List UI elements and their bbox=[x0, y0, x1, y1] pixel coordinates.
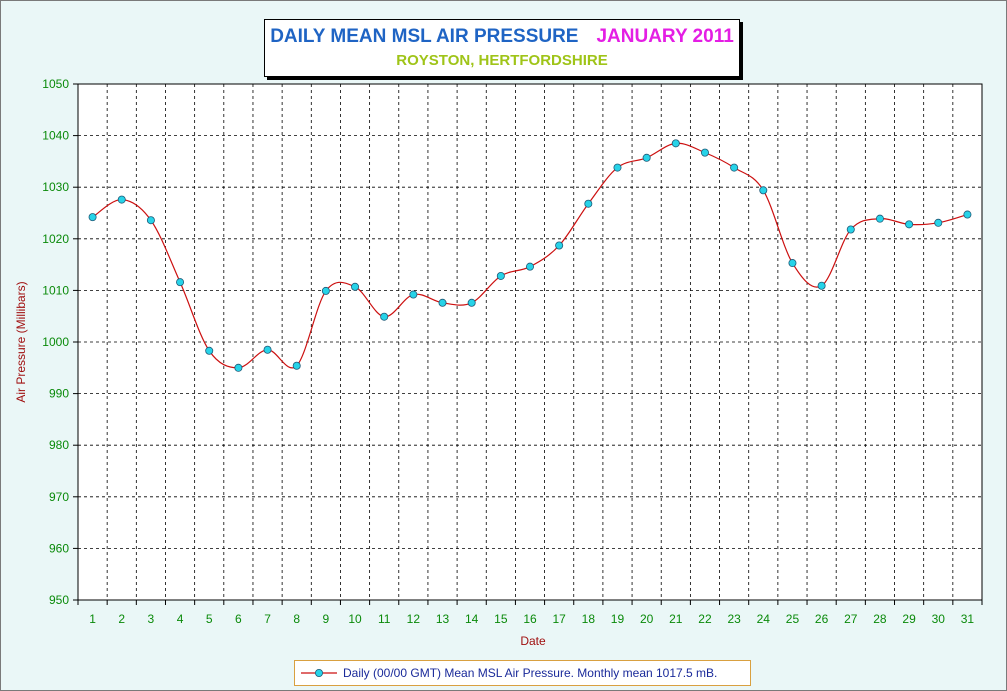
data-point bbox=[496, 271, 505, 280]
y-tick-label: 1000 bbox=[42, 335, 69, 349]
x-tick-label: 28 bbox=[873, 612, 887, 626]
data-point bbox=[292, 361, 301, 370]
data-point bbox=[380, 312, 389, 321]
data-point bbox=[467, 298, 476, 307]
x-tick-label: 16 bbox=[523, 612, 537, 626]
x-tick-label: 30 bbox=[932, 612, 946, 626]
data-point bbox=[584, 199, 593, 208]
data-point bbox=[671, 139, 680, 148]
x-tick-label: 13 bbox=[436, 612, 450, 626]
x-tick-label: 18 bbox=[582, 612, 596, 626]
axes: 9509609709809901000101010201030104010501… bbox=[42, 77, 983, 626]
x-tick-label: 6 bbox=[235, 612, 242, 626]
data-point bbox=[409, 290, 418, 299]
data-point bbox=[555, 241, 564, 250]
x-tick-label: 5 bbox=[206, 612, 213, 626]
y-axis-label: Air Pressure (Millibars) bbox=[14, 281, 28, 402]
x-tick-label: 24 bbox=[757, 612, 771, 626]
data-point bbox=[963, 210, 972, 219]
x-tick-label: 29 bbox=[902, 612, 916, 626]
data-point bbox=[846, 225, 855, 234]
x-tick-label: 31 bbox=[961, 612, 975, 626]
data-point bbox=[321, 286, 330, 295]
y-tick-label: 1030 bbox=[42, 180, 69, 194]
data-point bbox=[759, 186, 768, 195]
legend-entry-label: Daily (00/00 GMT) Mean MSL Air Pressure.… bbox=[343, 666, 718, 680]
x-tick-label: 11 bbox=[378, 612, 391, 626]
x-tick-label: 22 bbox=[698, 612, 712, 626]
x-tick-label: 20 bbox=[640, 612, 654, 626]
y-tick-label: 970 bbox=[49, 490, 69, 504]
chart-subtitle: ROYSTON, HERTFORDSHIRE bbox=[396, 52, 608, 69]
data-point bbox=[88, 213, 97, 222]
title-line: DAILY MEAN MSL AIR PRESSURE JANUARY 2011 bbox=[265, 26, 739, 48]
legend: Daily (00/00 GMT) Mean MSL Air Pressure.… bbox=[294, 660, 751, 686]
data-point bbox=[146, 216, 155, 225]
data-point bbox=[351, 282, 360, 291]
x-tick-label: 26 bbox=[815, 612, 829, 626]
x-tick-label: 10 bbox=[348, 612, 362, 626]
y-tick-label: 980 bbox=[49, 438, 69, 452]
y-tick-label: 950 bbox=[49, 593, 69, 607]
grid-lines bbox=[78, 84, 982, 600]
chart-title-date: JANUARY 2011 bbox=[596, 26, 734, 47]
data-point bbox=[263, 345, 272, 354]
x-tick-label: 19 bbox=[611, 612, 625, 626]
data-point bbox=[642, 153, 651, 162]
y-tick-label: 1020 bbox=[42, 232, 69, 246]
data-point bbox=[934, 218, 943, 227]
x-tick-label: 21 bbox=[669, 612, 683, 626]
data-point bbox=[234, 363, 243, 372]
x-tick-label: 12 bbox=[407, 612, 421, 626]
x-tick-label: 17 bbox=[552, 612, 566, 626]
data-point bbox=[788, 259, 797, 268]
x-tick-label: 3 bbox=[148, 612, 155, 626]
data-point bbox=[438, 298, 447, 307]
data-point bbox=[613, 163, 622, 172]
x-tick-label: 4 bbox=[177, 612, 184, 626]
x-tick-label: 7 bbox=[264, 612, 271, 626]
x-tick-label: 8 bbox=[293, 612, 300, 626]
y-tick-label: 990 bbox=[49, 387, 69, 401]
y-tick-label: 960 bbox=[49, 541, 69, 555]
x-tick-label: 27 bbox=[844, 612, 858, 626]
x-tick-label: 23 bbox=[727, 612, 741, 626]
data-point bbox=[817, 281, 826, 290]
x-tick-label: 14 bbox=[465, 612, 479, 626]
series-layer bbox=[88, 139, 972, 372]
x-tick-label: 9 bbox=[323, 612, 330, 626]
data-point bbox=[526, 262, 535, 271]
data-point bbox=[730, 163, 739, 172]
x-tick-label: 2 bbox=[118, 612, 125, 626]
y-tick-label: 1040 bbox=[42, 129, 69, 143]
data-point bbox=[205, 346, 214, 355]
x-tick-label: 1 bbox=[89, 612, 96, 626]
data-point bbox=[905, 220, 914, 229]
x-tick-label: 15 bbox=[494, 612, 508, 626]
data-point bbox=[117, 195, 126, 204]
data-point bbox=[700, 148, 709, 157]
data-point bbox=[875, 214, 884, 223]
x-axis-label: Date bbox=[520, 634, 546, 648]
data-point bbox=[176, 278, 185, 287]
y-tick-label: 1010 bbox=[42, 283, 69, 297]
legend-swatch-icon bbox=[301, 669, 337, 677]
y-tick-label: 1050 bbox=[42, 77, 69, 91]
chart-title: DAILY MEAN MSL AIR PRESSURE bbox=[270, 26, 579, 47]
chart-title-box: DAILY MEAN MSL AIR PRESSURE JANUARY 2011 … bbox=[264, 19, 740, 77]
x-tick-label: 25 bbox=[786, 612, 800, 626]
